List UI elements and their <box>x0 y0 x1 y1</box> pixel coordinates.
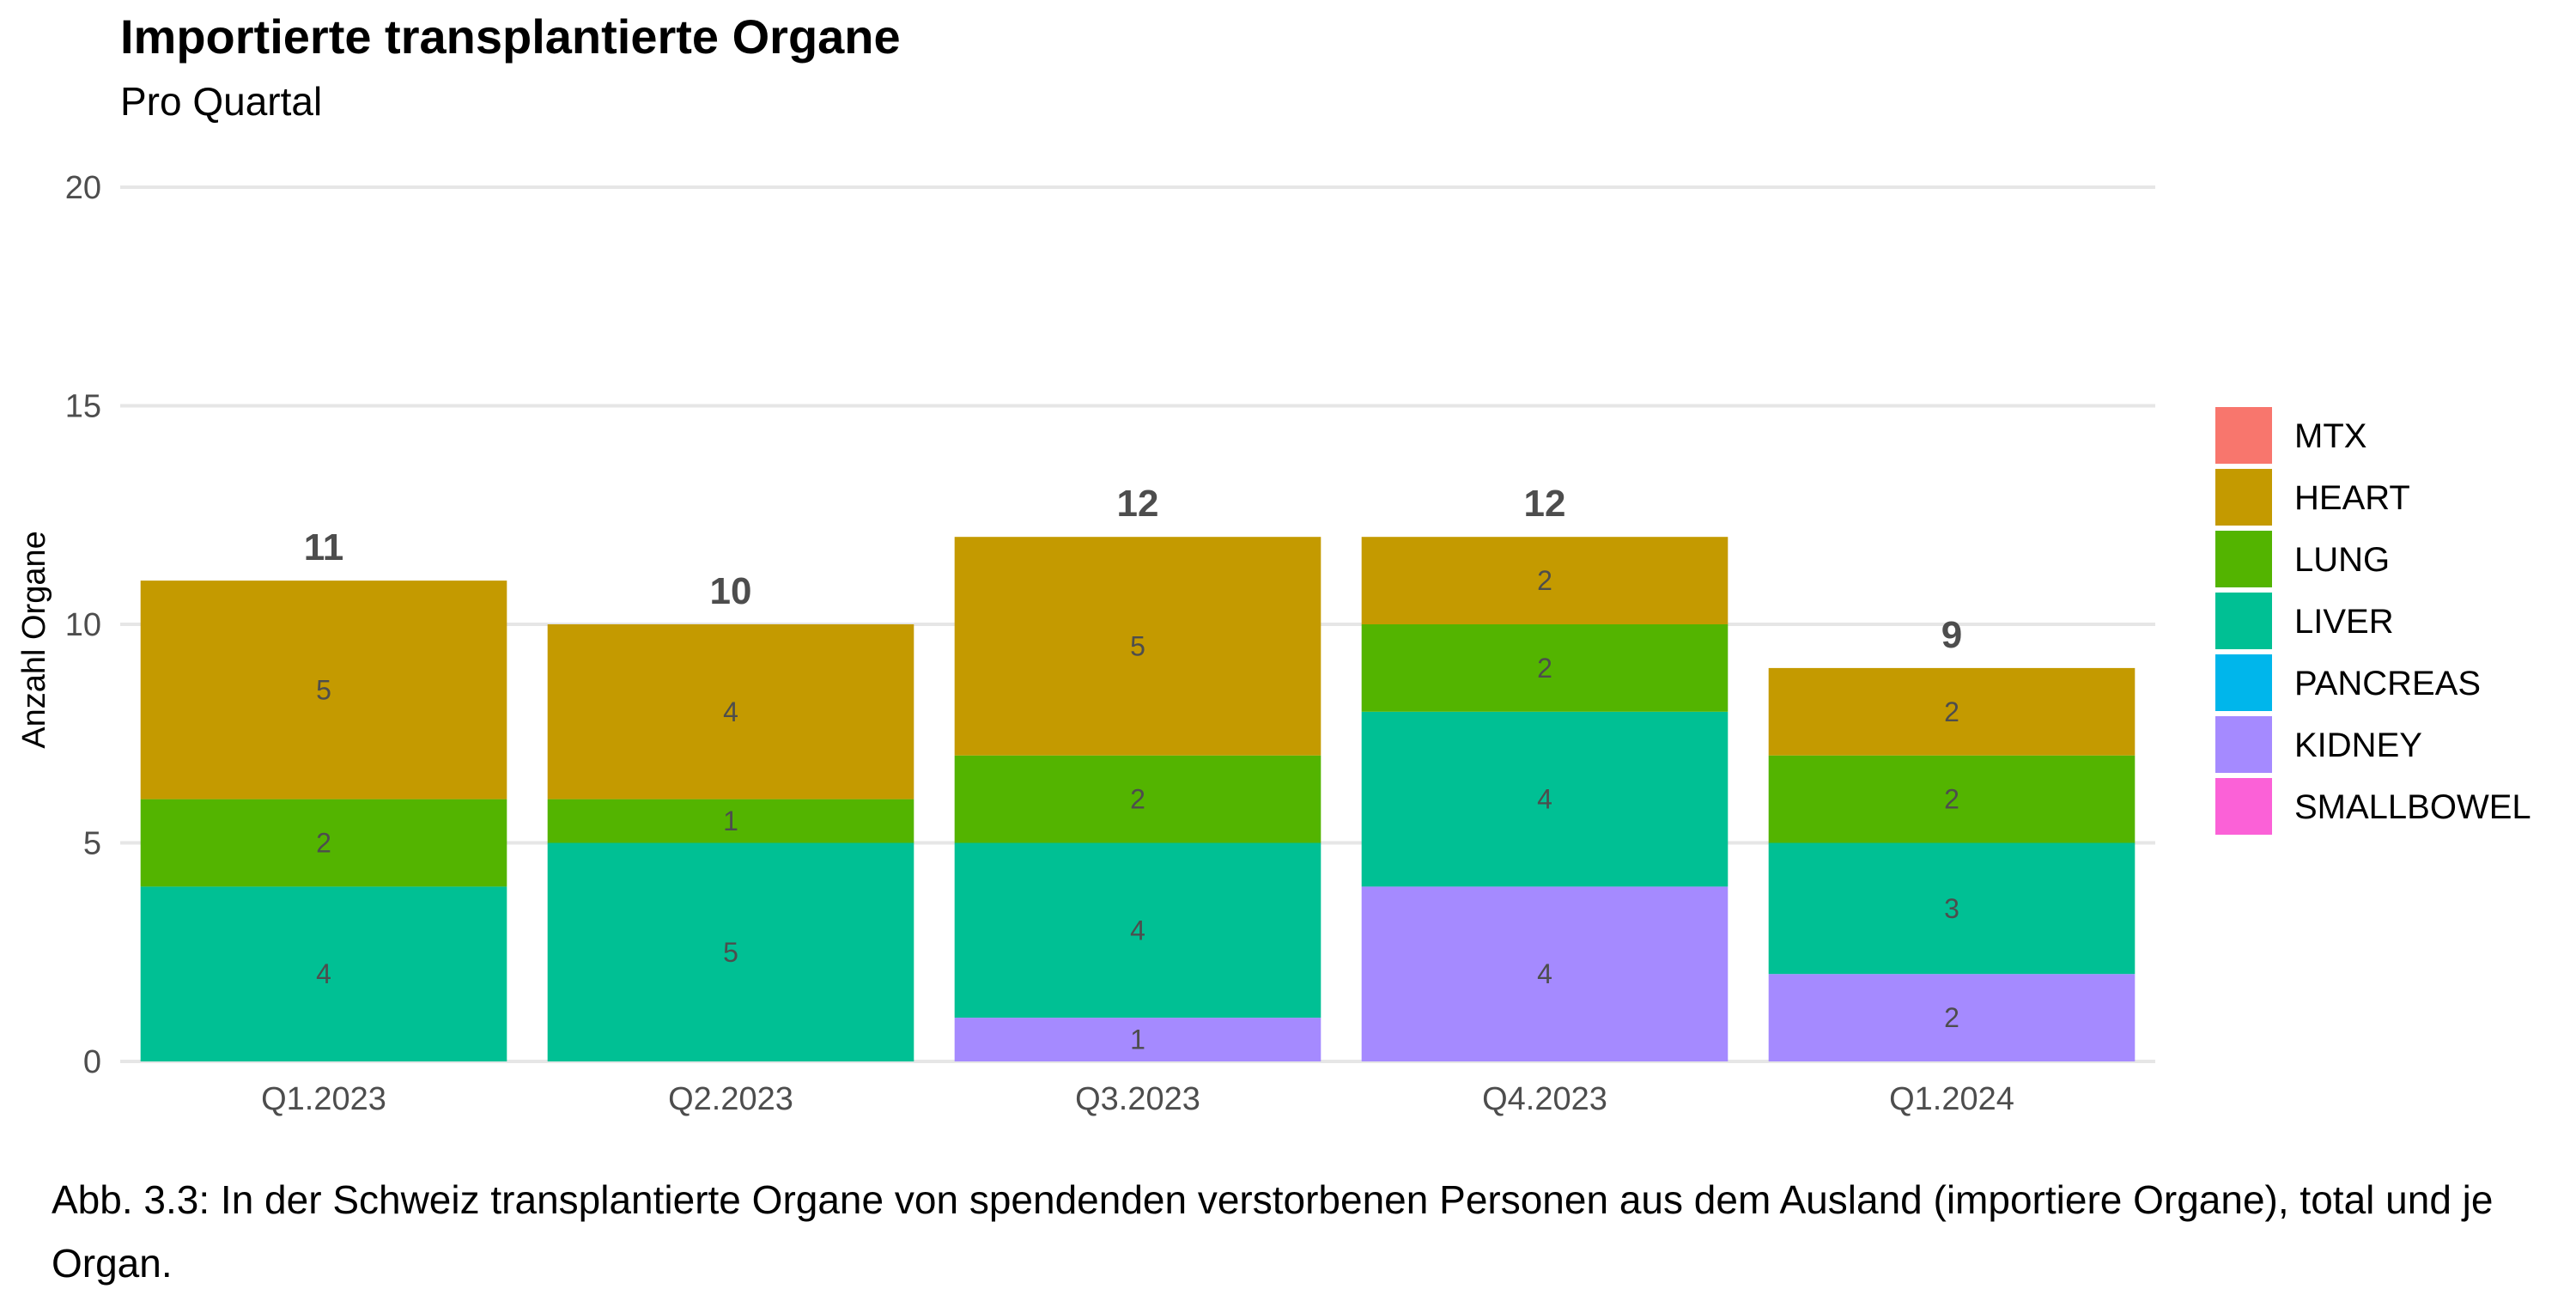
segment-value-label: 4 <box>1537 958 1552 989</box>
segment-value-label: 5 <box>1130 630 1145 661</box>
legend-label-kidney: KIDNEY <box>2294 727 2422 764</box>
segment-value-label: 5 <box>723 937 738 968</box>
figure-caption: Abb. 3.3: In der Schweiz transplantierte… <box>52 1177 2494 1286</box>
segment-value-label: 2 <box>1944 1002 1959 1033</box>
legend-label-heart: HEART <box>2294 479 2410 517</box>
segment-value-label: 5 <box>316 674 331 705</box>
y-tick-label: 5 <box>83 826 101 862</box>
bar-total-label: 9 <box>1941 614 1962 656</box>
legend-label-smallbowel: SMALLBOWEL <box>2294 788 2531 826</box>
segment-value-label: 3 <box>1944 893 1959 924</box>
legend-label-mtx: MTX <box>2294 417 2366 455</box>
legend-swatch-mtx <box>2215 407 2272 464</box>
x-tick-label: Q3.2023 <box>1075 1081 1200 1117</box>
segment-value-label: 4 <box>1537 784 1552 815</box>
legend-label-liver: LIVER <box>2294 603 2394 641</box>
legend-label-lung: LUNG <box>2294 541 2390 579</box>
bar-segment-heart <box>140 581 507 799</box>
bar-segment-liver <box>954 842 1321 1018</box>
segment-value-label: 2 <box>316 828 331 859</box>
segment-value-label: 4 <box>316 958 331 989</box>
bar-total-label: 12 <box>1117 483 1159 525</box>
segment-value-label: 4 <box>1130 915 1145 945</box>
legend-swatch-kidney <box>2215 716 2272 773</box>
bar-total-label: 12 <box>1524 483 1566 525</box>
bar-total-label: 10 <box>710 570 752 612</box>
bar-segment-heart <box>1361 537 1728 624</box>
legend-swatch-pancreas <box>2215 654 2272 711</box>
bar-segment-kidney <box>1361 886 1728 1061</box>
bar-segment-lung <box>954 755 1321 843</box>
x-axis-ticks: Q1.2023 Q2.2023 Q3.2023 Q4.2023 Q1.2024 <box>261 1081 2014 1117</box>
x-tick-label: Q1.2024 <box>1889 1081 2014 1117</box>
bar-segment-liver <box>140 886 507 1061</box>
bar-segment-liver <box>547 842 914 1061</box>
y-axis-label: Anzahl Organe <box>16 531 52 749</box>
bar-segment-liver <box>1768 842 2136 975</box>
y-tick-label: 20 <box>65 170 101 206</box>
bar-segment-heart <box>547 624 914 799</box>
x-tick-label: Q2.2023 <box>668 1081 793 1117</box>
legend-swatch-smallbowel <box>2215 778 2272 835</box>
stacked-bar-chart: Importierte transplantierte Organe Pro Q… <box>16 9 2531 1117</box>
segment-value-label: 2 <box>1130 784 1145 815</box>
bar-segment-lung <box>547 799 914 843</box>
legend-swatch-heart <box>2215 469 2272 526</box>
legend-label-pancreas: PANCREAS <box>2294 665 2481 702</box>
y-tick-label: 10 <box>65 607 101 643</box>
bar-segment-lung <box>1361 624 1728 712</box>
segment-value-label: 2 <box>1537 565 1552 596</box>
chart-subtitle: Pro Quartal <box>120 79 322 124</box>
x-tick-label: Q4.2023 <box>1482 1081 1607 1117</box>
legend: MTX HEART LUNG LIVER PANCREAS KIDNEY SMALLBOWE… <box>2215 407 2531 835</box>
segment-value-label: 1 <box>723 806 738 836</box>
bar-segment-lung <box>1768 755 2136 843</box>
bar-segment-kidney <box>954 1018 1321 1061</box>
bar-segment-liver <box>1361 711 1728 887</box>
y-tick-label: 15 <box>65 389 101 425</box>
segment-value-label: 1 <box>1130 1024 1145 1055</box>
segment-value-label: 2 <box>1944 784 1959 815</box>
chart-title: Importierte transplantierte Organe <box>120 9 901 64</box>
bar-total-label: 11 <box>304 526 344 568</box>
bar-segment-lung <box>140 799 507 887</box>
segment-value-label: 4 <box>723 696 738 727</box>
bar-segment-heart <box>954 537 1321 756</box>
segment-value-label: 2 <box>1537 653 1552 684</box>
segment-value-label: 2 <box>1944 696 1959 727</box>
y-tick-label: 0 <box>83 1044 101 1080</box>
bar-segment-kidney <box>1768 974 2136 1061</box>
x-tick-label: Q1.2023 <box>261 1081 386 1117</box>
bar-segment-heart <box>1768 667 2136 756</box>
y-axis-ticks: 0 5 10 15 20 <box>65 170 101 1080</box>
legend-swatch-lung <box>2215 531 2272 587</box>
legend-swatch-liver <box>2215 593 2272 649</box>
